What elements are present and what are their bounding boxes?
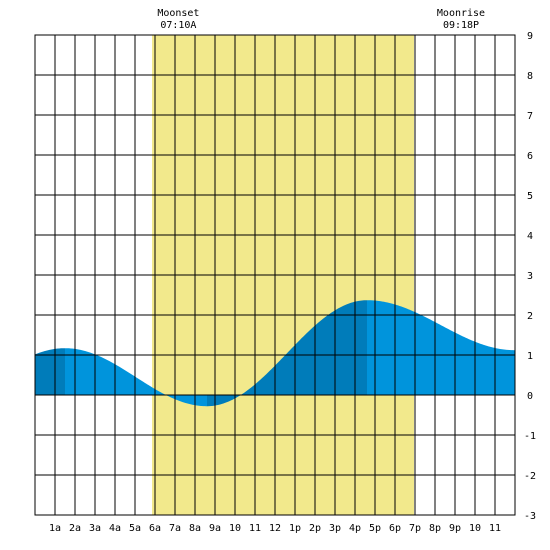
- y-tick-label: 5: [527, 191, 533, 202]
- x-tick-label: 4p: [349, 523, 361, 534]
- x-tick-label: 10: [469, 523, 481, 534]
- x-tick-label: 3p: [329, 523, 341, 534]
- y-tick-label: 7: [527, 111, 533, 122]
- plot-frame: [34, 34, 516, 516]
- y-tick-label: 6: [527, 151, 533, 162]
- y-tick-label: 4: [527, 231, 533, 242]
- tide-segment: [367, 300, 515, 395]
- x-tick-label: 5a: [129, 523, 141, 534]
- x-tick-label: 7a: [169, 523, 181, 534]
- y-tick-label: 9: [527, 31, 533, 42]
- y-tick-label: 3: [527, 271, 533, 282]
- x-tick-label: 6p: [389, 523, 401, 534]
- moon-event-time: 07:10A: [160, 20, 196, 31]
- y-tick-label: -1: [524, 431, 536, 442]
- x-tick-label: 5p: [369, 523, 381, 534]
- x-tick-label: 3a: [89, 523, 101, 534]
- x-tick-label: 11: [489, 523, 501, 534]
- x-tick-label: 10: [229, 523, 241, 534]
- y-tick-label: -2: [524, 471, 536, 482]
- moon-event-time: 09:18P: [443, 20, 479, 31]
- y-tick-label: 8: [527, 71, 533, 82]
- y-tick-label: 1: [527, 351, 533, 362]
- x-tick-label: 8p: [429, 523, 441, 534]
- x-tick-label: 11: [249, 523, 261, 534]
- tide-segment: [65, 348, 207, 407]
- x-tick-label: 6a: [149, 523, 161, 534]
- x-tick-label: 1a: [49, 523, 61, 534]
- y-tick-label: 0: [527, 391, 533, 402]
- x-tick-label: 2a: [69, 523, 81, 534]
- x-tick-label: 1p: [289, 523, 301, 534]
- x-tick-label: 12: [269, 523, 281, 534]
- tide-segment: [35, 348, 65, 395]
- moon-event-label: Moonrise: [437, 8, 485, 19]
- x-tick-label: 2p: [309, 523, 321, 534]
- x-tick-label: 7p: [409, 523, 421, 534]
- x-tick-label: 8a: [189, 523, 201, 534]
- tide-segment: [207, 300, 367, 407]
- x-tick-label: 4a: [109, 523, 121, 534]
- moon-event-label: Moonset: [157, 8, 199, 19]
- x-tick-label: 9p: [449, 523, 461, 534]
- x-tick-label: 9a: [209, 523, 221, 534]
- y-tick-label: -3: [524, 511, 536, 522]
- y-tick-label: 2: [527, 311, 533, 322]
